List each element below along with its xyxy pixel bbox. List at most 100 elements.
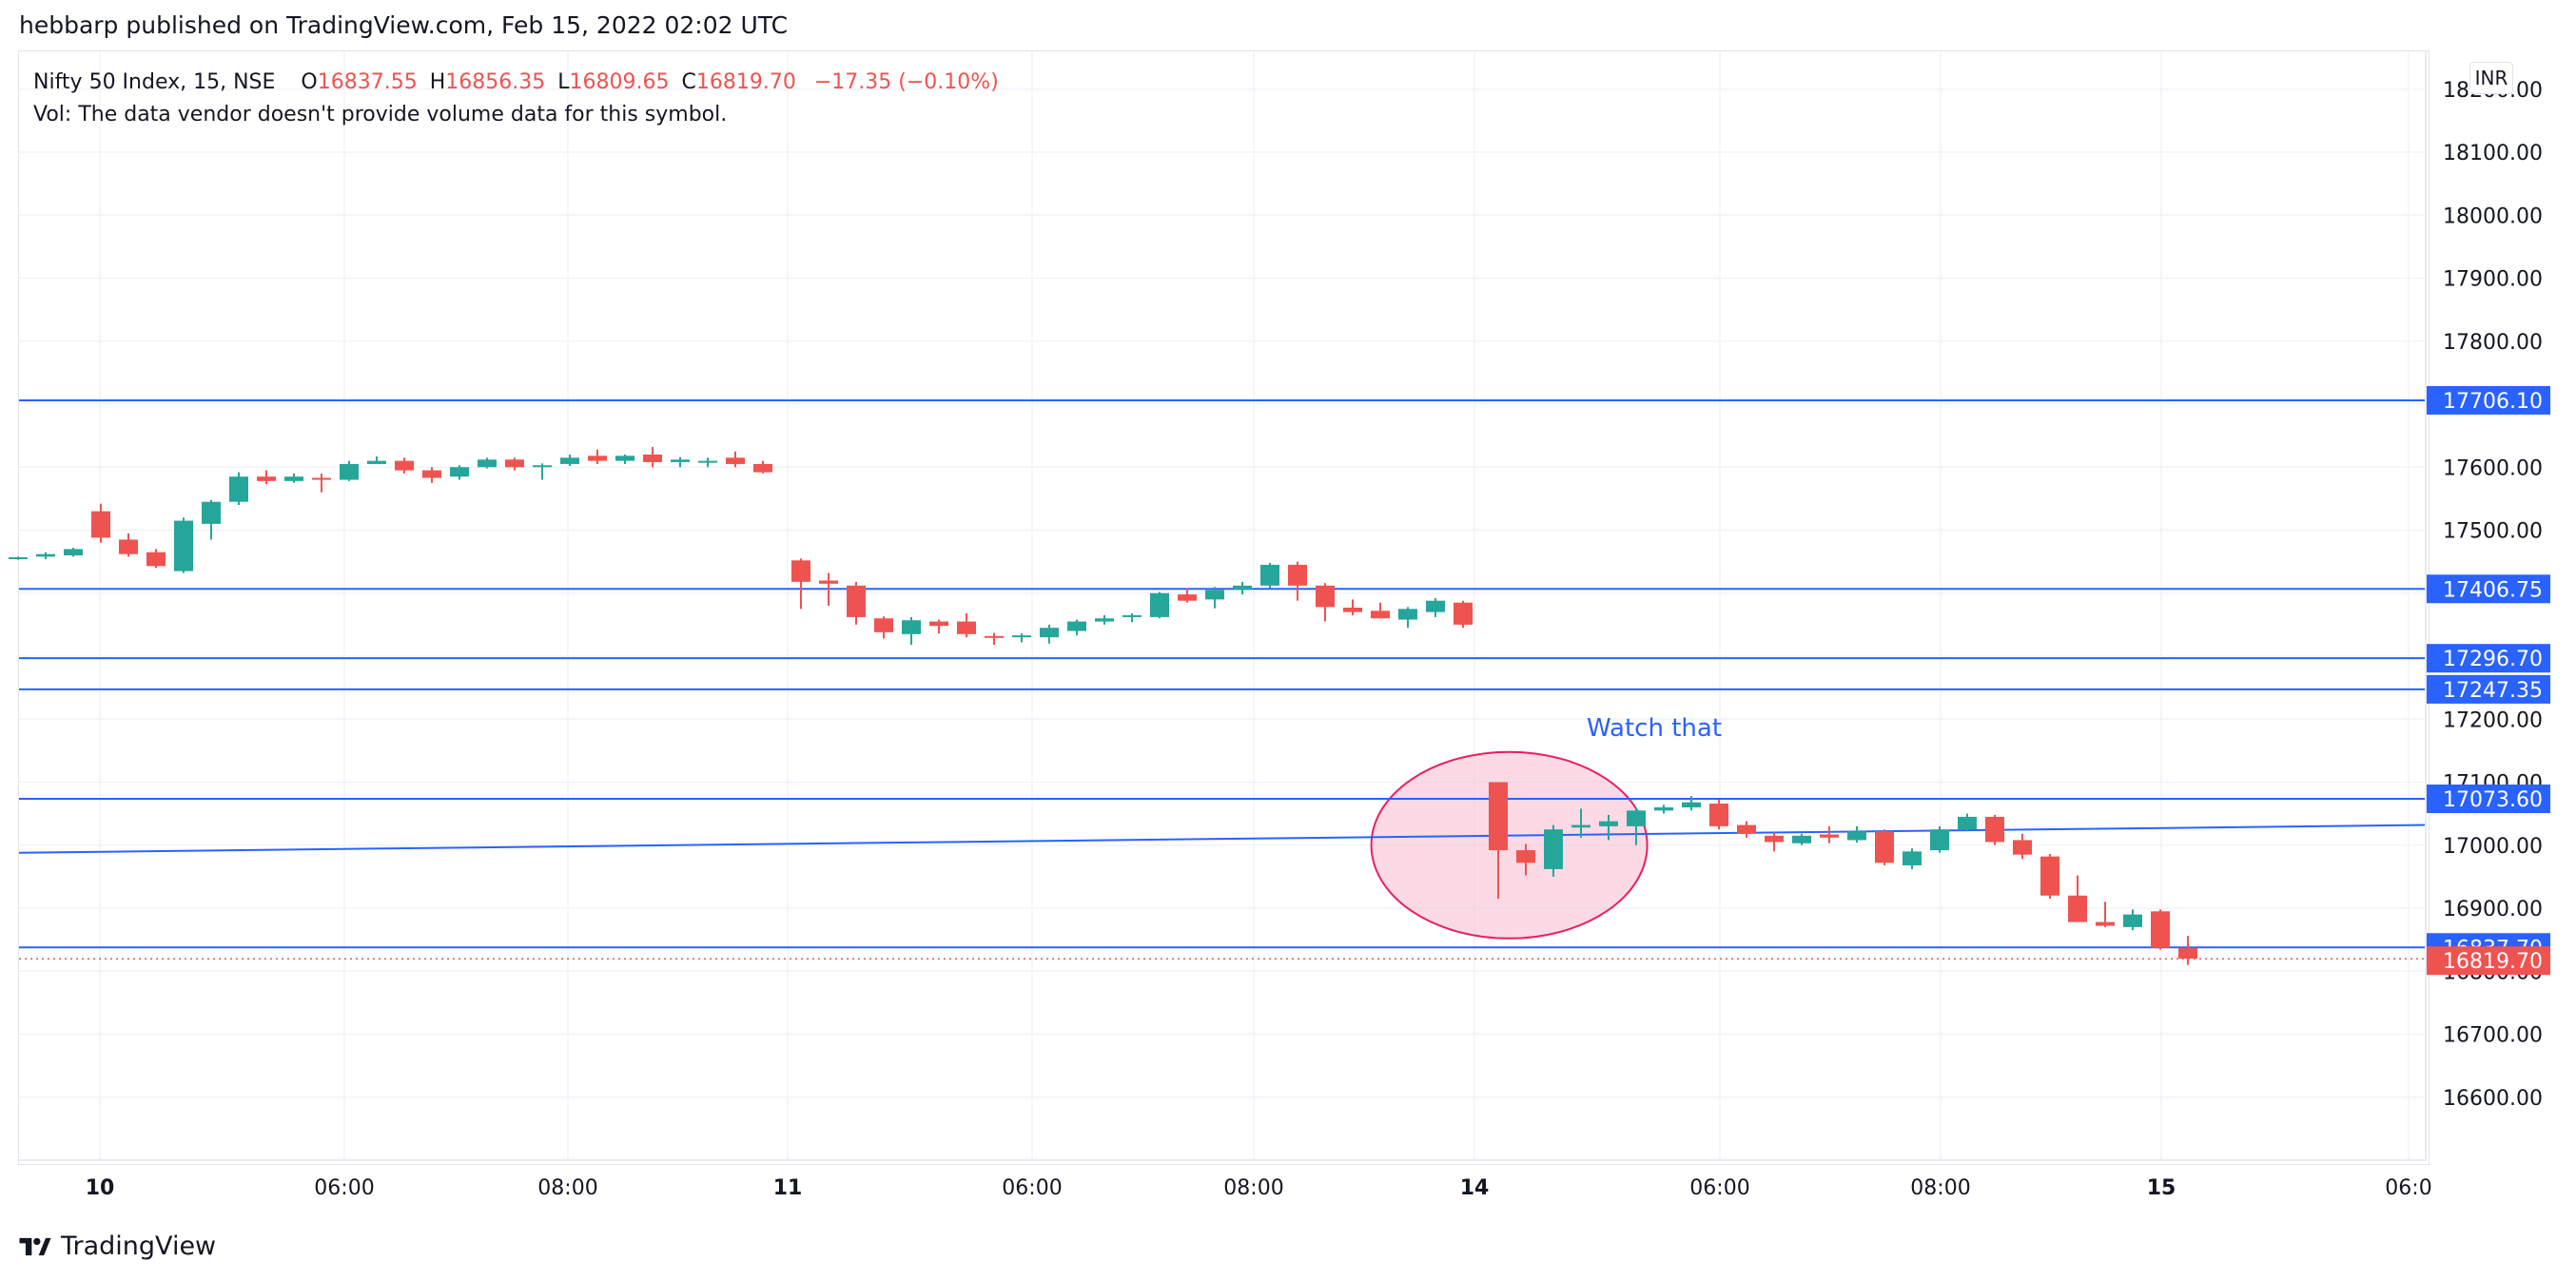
candle-body — [1847, 831, 1866, 841]
candle-body — [929, 621, 948, 627]
open-value: 16837.55 — [317, 70, 418, 94]
candle-body — [902, 620, 921, 634]
candle-body — [2040, 856, 2059, 896]
candle-body — [698, 460, 717, 463]
level-label-box — [2427, 385, 2550, 415]
currency-button[interactable]: INR — [2469, 62, 2513, 94]
candle-body — [1122, 614, 1142, 617]
candle-body — [1343, 607, 1362, 612]
price-axis: 16600.0016700.0016800.0016900.0017000.00… — [19, 51, 2543, 1161]
time-tick-label: 08:00 — [1223, 1176, 1283, 1200]
time-tick-label: 11 — [773, 1176, 803, 1200]
candle-body — [1489, 782, 1508, 851]
candle-body — [560, 457, 579, 464]
close-label: C — [681, 70, 696, 94]
close-value: 16819.70 — [695, 70, 796, 94]
time-axis: 10 06:00 08:00 11 06:00 08:00 14 06:00 08:00 15 06… — [86, 1176, 2432, 1200]
candle-body — [91, 511, 110, 538]
time-tick-label: 06:00 — [1002, 1176, 1062, 1200]
candle-body — [1398, 609, 1417, 620]
candle-body — [1454, 602, 1473, 625]
high-value: 16856.35 — [445, 70, 546, 94]
candle-body — [753, 463, 772, 473]
candle-body — [1709, 804, 1728, 826]
candle-body — [847, 585, 866, 617]
candle-body — [478, 459, 497, 468]
highlight-ellipse — [1370, 750, 1649, 940]
current-price-box — [2427, 946, 2550, 976]
price-tick-label: 18100.00 — [2443, 142, 2543, 165]
candle-body — [1150, 592, 1169, 617]
symbol-legend: Nifty 50 Index, 15, NSE O16837.55 H16856… — [33, 67, 999, 131]
candle-body — [1820, 834, 1839, 838]
candle-body — [533, 465, 552, 468]
candle-body — [450, 467, 469, 477]
time-tick-label: 06:00 — [314, 1176, 374, 1200]
candle-body — [174, 520, 193, 572]
candle-body — [2123, 914, 2142, 927]
tradingview-brand[interactable]: TradingView — [61, 1232, 217, 1261]
candle-body — [588, 456, 607, 461]
chart-frame[interactable] — [18, 50, 2430, 1165]
volume-note: Vol: The data vendor doesn't provide vol… — [33, 103, 728, 126]
candle-body — [2068, 895, 2087, 922]
open-label: O — [301, 70, 318, 94]
level-label-box — [2427, 574, 2550, 604]
price-tick-label: 16600.00 — [2443, 1087, 2543, 1111]
candle-body — [1426, 600, 1445, 612]
candle-body — [1178, 594, 1197, 601]
candle-body — [64, 549, 83, 555]
tradingview-logo-icon[interactable] — [19, 1236, 51, 1257]
candle-body — [615, 456, 634, 461]
candle-body — [819, 580, 838, 584]
candle-body — [312, 477, 331, 480]
high-label: H — [429, 70, 446, 94]
low-value: 16809.65 — [569, 70, 670, 94]
current-price-label: 16819.70 — [2443, 950, 2543, 974]
highlight-ellipse-layer: Watch that — [1370, 714, 1722, 940]
candle-body — [1571, 824, 1590, 828]
candles — [9, 447, 2197, 965]
candle-body — [119, 539, 138, 554]
footer: TradingView — [19, 1232, 216, 1261]
candle-body — [1095, 618, 1114, 622]
candle-body — [1371, 611, 1390, 619]
price-tick-label: 17500.00 — [2443, 520, 2543, 544]
candle-body — [1737, 824, 1756, 834]
candle-body — [643, 455, 662, 462]
candle-body — [1205, 590, 1224, 600]
time-tick-label: 06:0 — [2385, 1176, 2431, 1200]
level-label: 17247.35 — [2443, 679, 2543, 703]
candle-body — [1958, 816, 1977, 830]
level-label: 17706.10 — [2443, 390, 2543, 414]
time-tick-label: 10 — [86, 1176, 115, 1200]
candle-body — [2013, 840, 2032, 855]
candle-body — [340, 463, 359, 480]
candle-body — [1316, 585, 1335, 608]
candle-body — [395, 460, 414, 471]
candle-body — [1930, 829, 1949, 851]
time-tick-label: 06:00 — [1689, 1176, 1749, 1200]
level-label: 17073.60 — [2443, 788, 2543, 812]
candle-body — [1040, 628, 1059, 638]
candle-body — [1599, 821, 1618, 826]
annotation-watch-that: Watch that — [1587, 714, 1722, 743]
candle-body — [1627, 810, 1646, 826]
level-label-box — [2427, 644, 2550, 673]
candle-body — [1288, 564, 1307, 586]
level-labels: 17706.10 17406.75 17296.70 17247.35 17073.60… — [2427, 385, 2550, 976]
time-tick-label: 14 — [1460, 1176, 1490, 1200]
trendline — [18, 824, 2426, 854]
candle-body — [1654, 807, 1673, 811]
candle-body — [957, 621, 976, 634]
candle-body — [1260, 564, 1279, 586]
candle-body — [1067, 621, 1086, 631]
candle-body — [1903, 851, 1922, 865]
time-tick-label: 15 — [2147, 1176, 2176, 1200]
price-tick-label: 17000.00 — [2443, 835, 2543, 859]
symbol-name[interactable]: Nifty 50 Index, 15, NSE — [33, 70, 276, 94]
candle-body — [257, 476, 276, 481]
change-value: −17.35 (−0.10%) — [813, 70, 999, 94]
candle-body — [1544, 829, 1563, 869]
